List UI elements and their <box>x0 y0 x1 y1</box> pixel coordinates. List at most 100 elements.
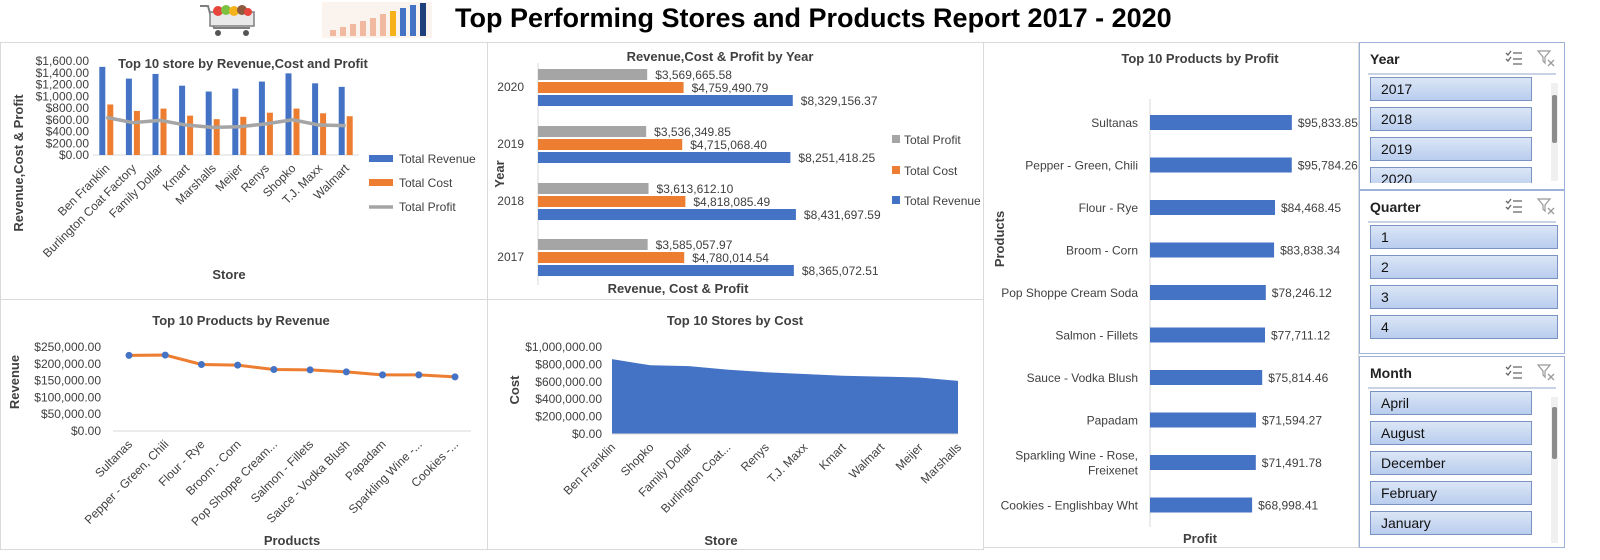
legend-swatch <box>892 166 900 174</box>
year-item-2019[interactable]: 2019 <box>1370 137 1532 161</box>
quarter-item-3[interactable]: 3 <box>1370 285 1558 309</box>
legend-swatch <box>892 196 900 204</box>
revenue-line <box>128 353 456 379</box>
data-label: $3,585,057.97 <box>656 238 733 252</box>
products-revenue-chart: $250,000.00 $200,000.00 $150,000.00 $100,00… <box>7 313 471 548</box>
data-label: $4,759,490.79 <box>692 81 769 95</box>
clear-filter-icon[interactable] <box>1536 363 1556 381</box>
profit-line <box>105 115 346 130</box>
month-item-april[interactable]: April <box>1370 391 1532 415</box>
legend-swatch <box>892 135 900 143</box>
shopping-cart-logo <box>200 5 255 36</box>
category-label: Freixenet <box>1088 464 1139 478</box>
x-tick-label: Renys <box>738 440 772 474</box>
data-label: $71,491.78 <box>1262 456 1322 470</box>
data-label: $75,814.46 <box>1268 371 1328 385</box>
products-profit-chart-panel: $95,833.85 Sultanas $95,784.26 Pepper - Gre… <box>983 42 1359 548</box>
x-axis-title: Store <box>704 533 737 548</box>
revenue-point <box>379 371 387 379</box>
profit-bar <box>1150 370 1263 385</box>
clear-filter-icon[interactable] <box>1536 197 1556 215</box>
clear-filter-icon[interactable] <box>1536 49 1556 67</box>
quarter-slicer-title: Quarter <box>1370 199 1421 215</box>
quarter-item-2[interactable]: 2 <box>1370 255 1558 279</box>
legend-label: Total Profit <box>399 200 456 214</box>
cost-bar <box>133 110 140 155</box>
category-label: Flour - Rye <box>1079 201 1139 215</box>
y-tick-label: $200.00 <box>46 136 90 150</box>
cost-bar <box>320 113 327 155</box>
scroll-thumb[interactable] <box>1552 95 1557 143</box>
y-tick-label: $100,000.00 <box>34 390 101 404</box>
year-item-2017[interactable]: 2017 <box>1370 77 1532 101</box>
y-axis-title: Revenue <box>7 355 22 409</box>
data-label: $8,365,072.51 <box>802 264 879 278</box>
y-tick-label: $600.00 <box>46 113 90 127</box>
category-label: Pop Shoppe Cream Soda <box>1001 286 1138 300</box>
multi-select-icon[interactable] <box>1504 197 1524 215</box>
chart-title: Top 10 Products by Revenue <box>152 313 329 328</box>
revenue-point <box>234 361 242 369</box>
month-item-august[interactable]: August <box>1370 421 1532 445</box>
revenue-bar <box>285 73 292 155</box>
profit-bar <box>1150 242 1275 258</box>
y-tick-label: $200,000.00 <box>535 410 602 424</box>
data-label: $77,711.12 <box>1271 329 1330 343</box>
chart-title: Top 10 Stores by Cost <box>667 313 804 328</box>
month-item-january[interactable]: January <box>1370 511 1532 535</box>
profit-bar <box>1150 285 1266 300</box>
products-revenue-chart-panel: $250,000.00 $200,000.00 $150,000.00 $100,00… <box>0 299 488 550</box>
x-tick-label: Marshalls <box>918 440 964 486</box>
y-tick-label: $0.00 <box>71 424 101 438</box>
month-slicer-scrollbar[interactable] <box>1551 397 1558 543</box>
year-bar <box>538 139 683 150</box>
data-label: $68,998.41 <box>1258 499 1318 513</box>
y-tick-label: $600,000.00 <box>535 375 602 389</box>
cost-bar <box>293 108 300 155</box>
revenue-point <box>342 368 350 376</box>
chart-title: Top 10 store by Revenue,Cost and Profit <box>118 56 368 71</box>
year-rcp-chart: 2020 $3,569,665.58$4,759,490.79 $8,329,156… <box>492 49 981 296</box>
year-bar <box>538 239 648 250</box>
category-label: Pepper - Green, Chili <box>1025 159 1138 173</box>
year-slicer-scrollbar[interactable] <box>1551 83 1558 181</box>
revenue-bar <box>205 91 212 155</box>
y-tick-label: $1,000,000.00 <box>525 340 602 354</box>
multi-select-icon[interactable] <box>1504 49 1524 67</box>
store-rcp-chart-panel: $1,600.00 $1,400.00 $1,200.00 $1,000.00 $800… <box>0 42 488 300</box>
legend-label: Total Profit <box>904 133 961 147</box>
revenue-point <box>270 366 278 374</box>
store-rcp-chart: $1,600.00$1,400.00$1,200.00$1,000.00$800… <box>11 54 476 282</box>
x-tick-label: Meijer <box>212 161 245 194</box>
y-tick-label: $200,000.00 <box>34 357 101 371</box>
profit-bar <box>1150 157 1292 173</box>
stores-cost-chart: $1,000,000.00 $800,000.00 $600,000.00 $400,… <box>507 313 964 548</box>
year-bar <box>538 209 796 220</box>
quarter-item-1[interactable]: 1 <box>1370 225 1558 249</box>
scroll-thumb[interactable] <box>1552 407 1557 459</box>
month-slicer-title: Month <box>1370 365 1412 381</box>
revenue-point <box>451 373 459 381</box>
data-label: $4,715,068.40 <box>690 138 767 152</box>
x-axis-title: Revenue, Cost & Profit <box>608 281 750 296</box>
year-slicer-list: 2017 2018 2019 2020 <box>1360 75 1564 183</box>
month-item-december[interactable]: December <box>1370 451 1532 475</box>
data-label: $71,594.27 <box>1262 414 1322 428</box>
data-label: $95,784.26 <box>1298 159 1358 173</box>
y-tick-label: 2018 <box>497 194 524 208</box>
year-item-2018[interactable]: 2018 <box>1370 107 1532 131</box>
category-label: Salmon - Fillets <box>1055 329 1138 343</box>
x-axis-title: Store <box>212 267 245 282</box>
month-item-february[interactable]: February <box>1370 481 1532 505</box>
y-tick-label: $1,000.00 <box>36 89 90 103</box>
y-tick-label: $800.00 <box>46 101 90 115</box>
multi-select-icon[interactable] <box>1504 363 1524 381</box>
cost-bar <box>213 119 220 155</box>
year-item-2020[interactable]: 2020 <box>1370 167 1532 183</box>
year-rcp-chart-panel: 2020 $3,569,665.58 $4,759,490.79 $8,329,156… <box>487 42 984 300</box>
quarter-item-4[interactable]: 4 <box>1370 315 1558 339</box>
y-tick-label: $800,000.00 <box>535 357 602 371</box>
data-label: $4,818,085.49 <box>693 195 770 209</box>
profit-bar <box>1150 455 1256 470</box>
stores-cost-chart-panel: $1,000,000.00 $800,000.00 $600,000.00 $400,… <box>487 299 984 550</box>
